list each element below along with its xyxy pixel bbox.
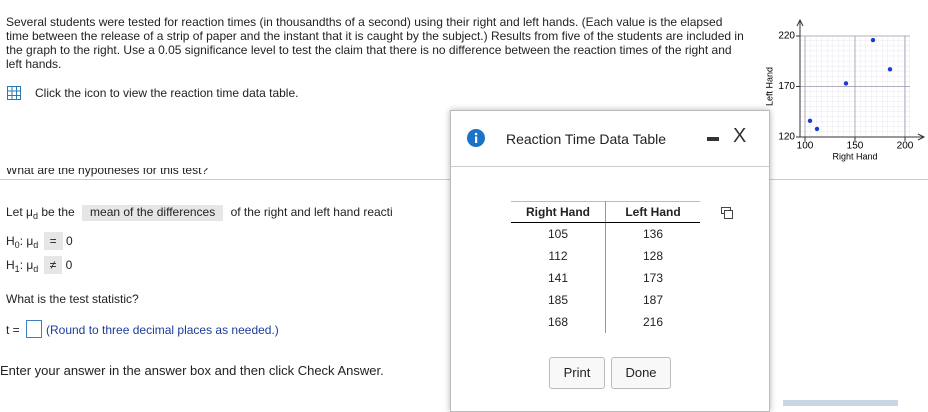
question-1: What are the hypotheses for this test? xyxy=(6,168,209,177)
sub: d xyxy=(32,211,38,221)
modal-title: Reaction Time Data Table xyxy=(506,131,667,147)
x-axis xyxy=(800,133,926,141)
cell: 168 xyxy=(511,311,606,333)
x-tick-label: 100 xyxy=(797,141,814,152)
cell: 216 xyxy=(642,315,664,329)
y-axis-label: Left Hand xyxy=(764,67,774,106)
row: 185 187 xyxy=(511,289,700,311)
print-button[interactable]: Print xyxy=(549,357,605,389)
mu: : μ xyxy=(19,258,34,272)
minimize[interactable] xyxy=(707,137,719,141)
x-tick-label: 150 xyxy=(847,141,864,152)
text: be the xyxy=(41,205,75,219)
sub: d xyxy=(33,264,39,274)
value: 0 xyxy=(66,234,73,248)
dropdown[interactable]: mean of the differences xyxy=(82,205,224,221)
row: 105 136 xyxy=(511,222,700,245)
y-tick-label: 120 xyxy=(778,132,795,143)
row: 112 128 xyxy=(511,245,700,267)
sub: 1 xyxy=(14,264,20,274)
copy-icon[interactable] xyxy=(721,207,733,219)
y-tick-label: 220 xyxy=(778,31,795,42)
header-row: Right Hand Left Hand xyxy=(511,201,700,223)
footer: Enter your answer in the answer box and … xyxy=(0,363,384,378)
hint: (Round to three decimal places as needed… xyxy=(46,323,279,337)
cell: 187 xyxy=(642,293,664,307)
cell: 136 xyxy=(642,227,664,241)
table-icon[interactable] xyxy=(7,86,21,100)
sub: 0 xyxy=(14,240,20,250)
modal: Reaction Time Data Table X Right Hand Lef… xyxy=(450,110,770,412)
point xyxy=(807,118,813,124)
close[interactable]: X xyxy=(733,125,747,147)
x-axis-label: Right Hand xyxy=(832,151,877,161)
mu: μ xyxy=(26,205,33,219)
cell: 141 xyxy=(511,267,606,289)
cell: 105 xyxy=(511,222,606,245)
y-axis xyxy=(796,18,804,137)
t-label: t = xyxy=(6,323,20,337)
cell: 185 xyxy=(511,289,606,311)
let-line: Let μd be the mean of the differences of… xyxy=(6,205,450,221)
point xyxy=(887,67,893,72)
h0: H0: μd = 0 xyxy=(6,232,73,250)
info-icon xyxy=(467,129,485,147)
done-button[interactable]: Done xyxy=(611,357,671,389)
x-tick-label: 200 xyxy=(897,141,914,152)
row: 168 216 xyxy=(511,311,700,333)
answer-box[interactable] xyxy=(26,320,42,338)
header-cell: Right Hand xyxy=(511,201,606,223)
text: of the right and left hand reacti xyxy=(230,205,393,219)
problem-text: Several students were tested for reactio… xyxy=(6,15,744,71)
point xyxy=(814,126,820,132)
h: H xyxy=(6,258,15,272)
dropdown[interactable]: = xyxy=(43,232,63,250)
point xyxy=(870,37,876,43)
header-divider xyxy=(451,166,769,167)
sub: d xyxy=(33,240,39,250)
text: Let xyxy=(6,205,23,219)
cell: 128 xyxy=(642,249,664,263)
data-table: Right Hand Left Hand 105 136 112 128 141 173 185… xyxy=(511,201,700,333)
scatter-chart: 120 170 220 100 150 200 Right Hand Left Hand xyxy=(764,18,926,161)
mu: : μ xyxy=(19,234,34,248)
cell: 173 xyxy=(642,271,664,285)
button-edge xyxy=(783,400,898,406)
h1: H1: μd ≠ 0 xyxy=(6,256,73,274)
point xyxy=(843,81,849,86)
data-link[interactable]: Click the icon to view the reaction time… xyxy=(35,86,299,100)
row: 141 173 xyxy=(511,267,700,289)
cell: 112 xyxy=(511,245,606,267)
question-2: What is the test statistic? xyxy=(6,292,139,306)
y-tick-label: 170 xyxy=(778,81,795,92)
dropdown[interactable]: ≠ xyxy=(43,256,63,274)
header-cell: Left Hand xyxy=(605,201,700,223)
clip: What are the hypotheses for this test? xyxy=(6,168,446,178)
value: 0 xyxy=(65,258,73,272)
h: H xyxy=(6,234,15,248)
